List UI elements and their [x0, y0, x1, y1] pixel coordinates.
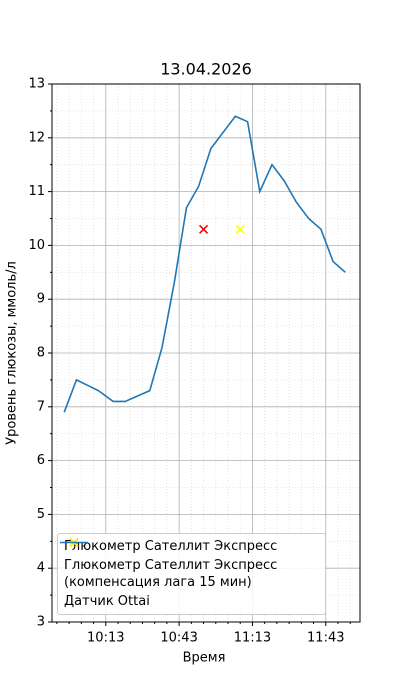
legend-label: Датчик Ottai [64, 594, 150, 609]
legend-label: Глюкометр Сателлит Экспресс (компенсация… [64, 558, 278, 590]
y-tick-label: 9 [37, 292, 45, 307]
legend-label: Глюкометр Сателлит Экспресс [64, 539, 278, 554]
x-tick-label: 10:43 [160, 631, 197, 646]
legend: Глюкометр Сателлит Экспресс Глюкометр Сат… [57, 533, 326, 615]
y-tick-label: 11 [28, 184, 45, 199]
marker-stroke [235, 224, 245, 234]
data-line [63, 115, 346, 413]
y-tick-label: 6 [37, 453, 45, 468]
y-tick-label: 4 [37, 561, 45, 576]
plot-frame [51, 83, 361, 623]
y-tick-label: 13 [28, 77, 45, 92]
y-tick-label: 5 [37, 507, 45, 522]
x-axis-label: Время [183, 651, 226, 666]
y-tick-label: 7 [37, 399, 45, 414]
x-tick-label: 11:43 [307, 631, 344, 646]
marker-stroke [198, 224, 209, 234]
scatter-point [235, 224, 245, 234]
x-tick-label: 10:13 [87, 631, 124, 646]
legend-item: Глюкометр Сателлит Экспресс [58, 537, 325, 556]
y-tick-label: 8 [37, 346, 45, 361]
scatter-point [198, 224, 209, 234]
x-tick-label: 11:13 [234, 631, 271, 646]
chart-title: 13.04.2026 [160, 60, 252, 79]
y-axis-label: Уровень глюкозы, ммоль/л [5, 261, 20, 445]
y-tick-label: 3 [37, 615, 45, 630]
legend-item: Датчик Ottai [58, 541, 325, 611]
y-tick-label: 10 [28, 238, 45, 253]
y-tick-label: 12 [28, 130, 45, 145]
legend-swatch [60, 541, 88, 544]
legend-item: Глюкометр Сателлит Экспресс (компенсация… [58, 537, 325, 592]
